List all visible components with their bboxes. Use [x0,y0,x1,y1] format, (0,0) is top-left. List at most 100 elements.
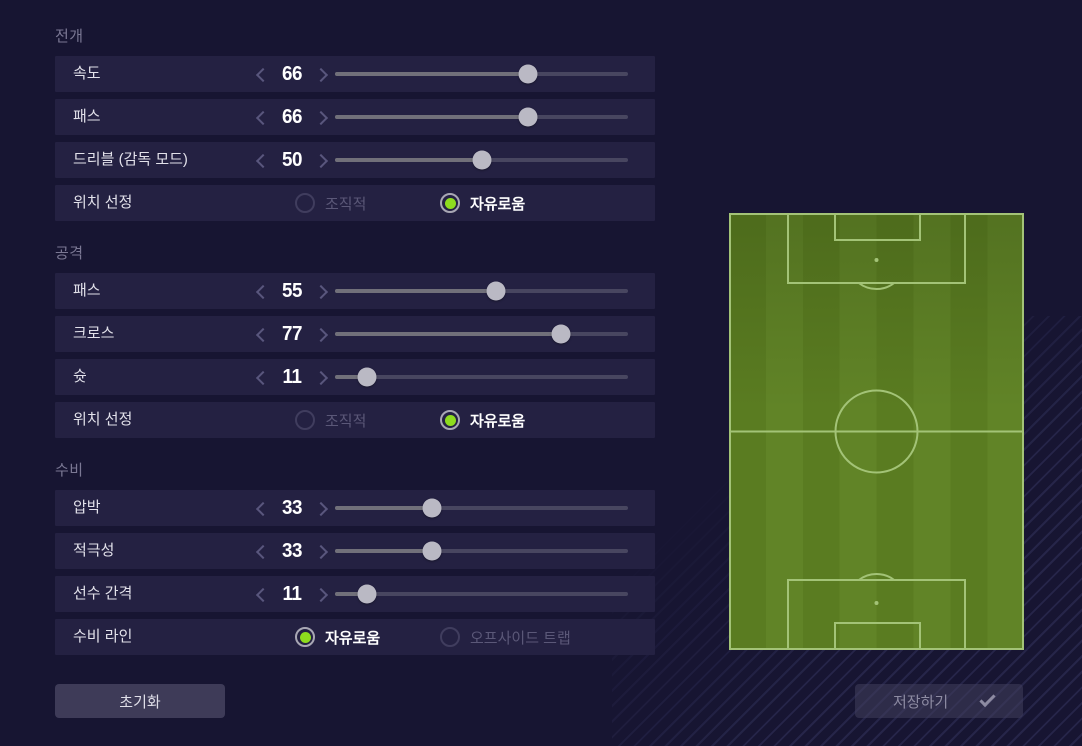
decrease-chevron-icon[interactable] [253,283,269,299]
radio-button-icon[interactable] [440,410,460,430]
radio-button-icon[interactable] [295,193,315,213]
radio-option[interactable]: 자유로움 [440,185,525,221]
setting-value: 55 [282,279,302,302]
slider-fill [335,506,432,510]
radio-button-icon[interactable] [295,627,315,647]
slider-fill [335,115,529,119]
section-title: 공격 [55,245,84,262]
decrease-chevron-icon[interactable] [253,586,269,602]
slider-track[interactable] [335,506,628,510]
radio-option[interactable]: 자유로움 [295,619,380,655]
setting-value: 11 [282,365,302,388]
radio-button-icon[interactable] [440,193,460,213]
setting-slider[interactable] [335,533,628,569]
setting-value: 11 [282,582,302,605]
slider-fill [335,549,432,553]
setting-label: 슛 [73,368,87,385]
increase-chevron-icon[interactable] [315,283,331,299]
decrease-chevron-icon[interactable] [253,66,269,82]
radio-setting-row: 위치 선정 조직적 자유로움 [55,185,655,221]
setting-label: 위치 선정 [73,411,133,428]
increase-chevron-icon[interactable] [315,152,331,168]
increase-chevron-icon[interactable] [315,500,331,516]
radio-option[interactable]: 오프사이드 트랩 [440,619,571,655]
slider-knob[interactable] [472,150,491,170]
tactics-settings-panel: 전개 속도 66 패스 66 드리블 (감독 모드) 50 위치 선정 조직적 자유로움 공격 패스 5… [55,26,655,662]
slider-setting-row: 속도 66 [55,56,655,92]
setting-slider[interactable] [335,359,628,395]
slider-track[interactable] [335,549,628,553]
slider-fill [335,158,482,162]
value-stepper: 33 [253,533,331,569]
reset-button[interactable]: 초기화 [55,684,225,718]
radio-setting-row: 수비 라인 자유로움 오프사이드 트랩 [55,619,655,655]
increase-chevron-icon[interactable] [315,326,331,342]
settings-section: 수비 압박 33 적극성 33 선수 간격 11 수비 라인 자유로움 오프사이드 트랩 [55,460,655,655]
slider-knob[interactable] [518,107,538,127]
radio-dot [299,631,311,643]
slider-setting-row: 적극성 33 [55,533,655,569]
save-button[interactable]: 저장하기 [855,684,1023,718]
setting-slider[interactable] [335,273,628,309]
setting-slider[interactable] [335,316,628,352]
pitch-markings [729,213,1024,650]
slider-setting-row: 슛 11 [55,359,655,395]
radio-option[interactable]: 조직적 [295,402,366,438]
increase-chevron-icon[interactable] [315,109,331,125]
slider-track[interactable] [335,375,628,379]
radio-dot [445,632,456,643]
slider-knob[interactable] [551,324,571,344]
slider-knob[interactable] [357,584,377,604]
save-button-label: 저장하기 [893,693,949,711]
radio-option[interactable]: 조직적 [295,185,366,221]
slider-fill [335,375,368,379]
slider-knob[interactable] [486,281,506,301]
slider-knob[interactable] [518,64,538,84]
increase-chevron-icon[interactable] [315,586,331,602]
setting-slider[interactable] [335,576,628,612]
radio-dot [444,414,456,426]
slider-knob[interactable] [422,541,442,561]
radio-option-label: 자유로움 [325,629,381,647]
setting-value: 66 [282,105,302,128]
decrease-chevron-icon[interactable] [253,500,269,516]
slider-fill [335,592,368,596]
slider-knob[interactable] [422,498,442,518]
setting-slider[interactable] [335,99,628,135]
setting-label: 위치 선정 [73,194,133,211]
radio-setting-row: 위치 선정 조직적 자유로움 [55,402,655,438]
radio-button-icon[interactable] [440,627,460,647]
value-stepper: 33 [253,490,331,526]
decrease-chevron-icon[interactable] [253,543,269,559]
setting-slider[interactable] [335,142,628,178]
slider-track[interactable] [335,592,628,596]
increase-chevron-icon[interactable] [315,66,331,82]
slider-fill [335,72,529,76]
decrease-chevron-icon[interactable] [253,152,269,168]
radio-option[interactable]: 자유로움 [440,402,525,438]
radio-option-label: 자유로움 [470,412,526,430]
decrease-chevron-icon[interactable] [253,109,269,125]
radio-option-label: 조직적 [325,412,367,430]
setting-label: 크로스 [73,325,115,342]
radio-dot [444,197,456,209]
decrease-chevron-icon[interactable] [253,326,269,342]
setting-slider[interactable] [335,56,628,92]
slider-setting-row: 크로스 77 [55,316,655,352]
increase-chevron-icon[interactable] [315,369,331,385]
value-stepper: 11 [253,359,331,395]
radio-option-label: 조직적 [325,195,367,213]
increase-chevron-icon[interactable] [315,543,331,559]
setting-value: 50 [282,148,302,171]
setting-label: 수비 라인 [73,628,133,645]
setting-label: 패스 [73,282,101,299]
slider-knob[interactable] [357,367,377,387]
setting-slider[interactable] [335,490,628,526]
radio-dot [300,198,311,209]
reset-button-label: 초기화 [119,693,161,711]
radio-option-label: 오프사이드 트랩 [470,629,571,647]
radio-dot [300,415,311,426]
radio-button-icon[interactable] [295,410,315,430]
decrease-chevron-icon[interactable] [253,369,269,385]
setting-value: 33 [282,539,302,562]
